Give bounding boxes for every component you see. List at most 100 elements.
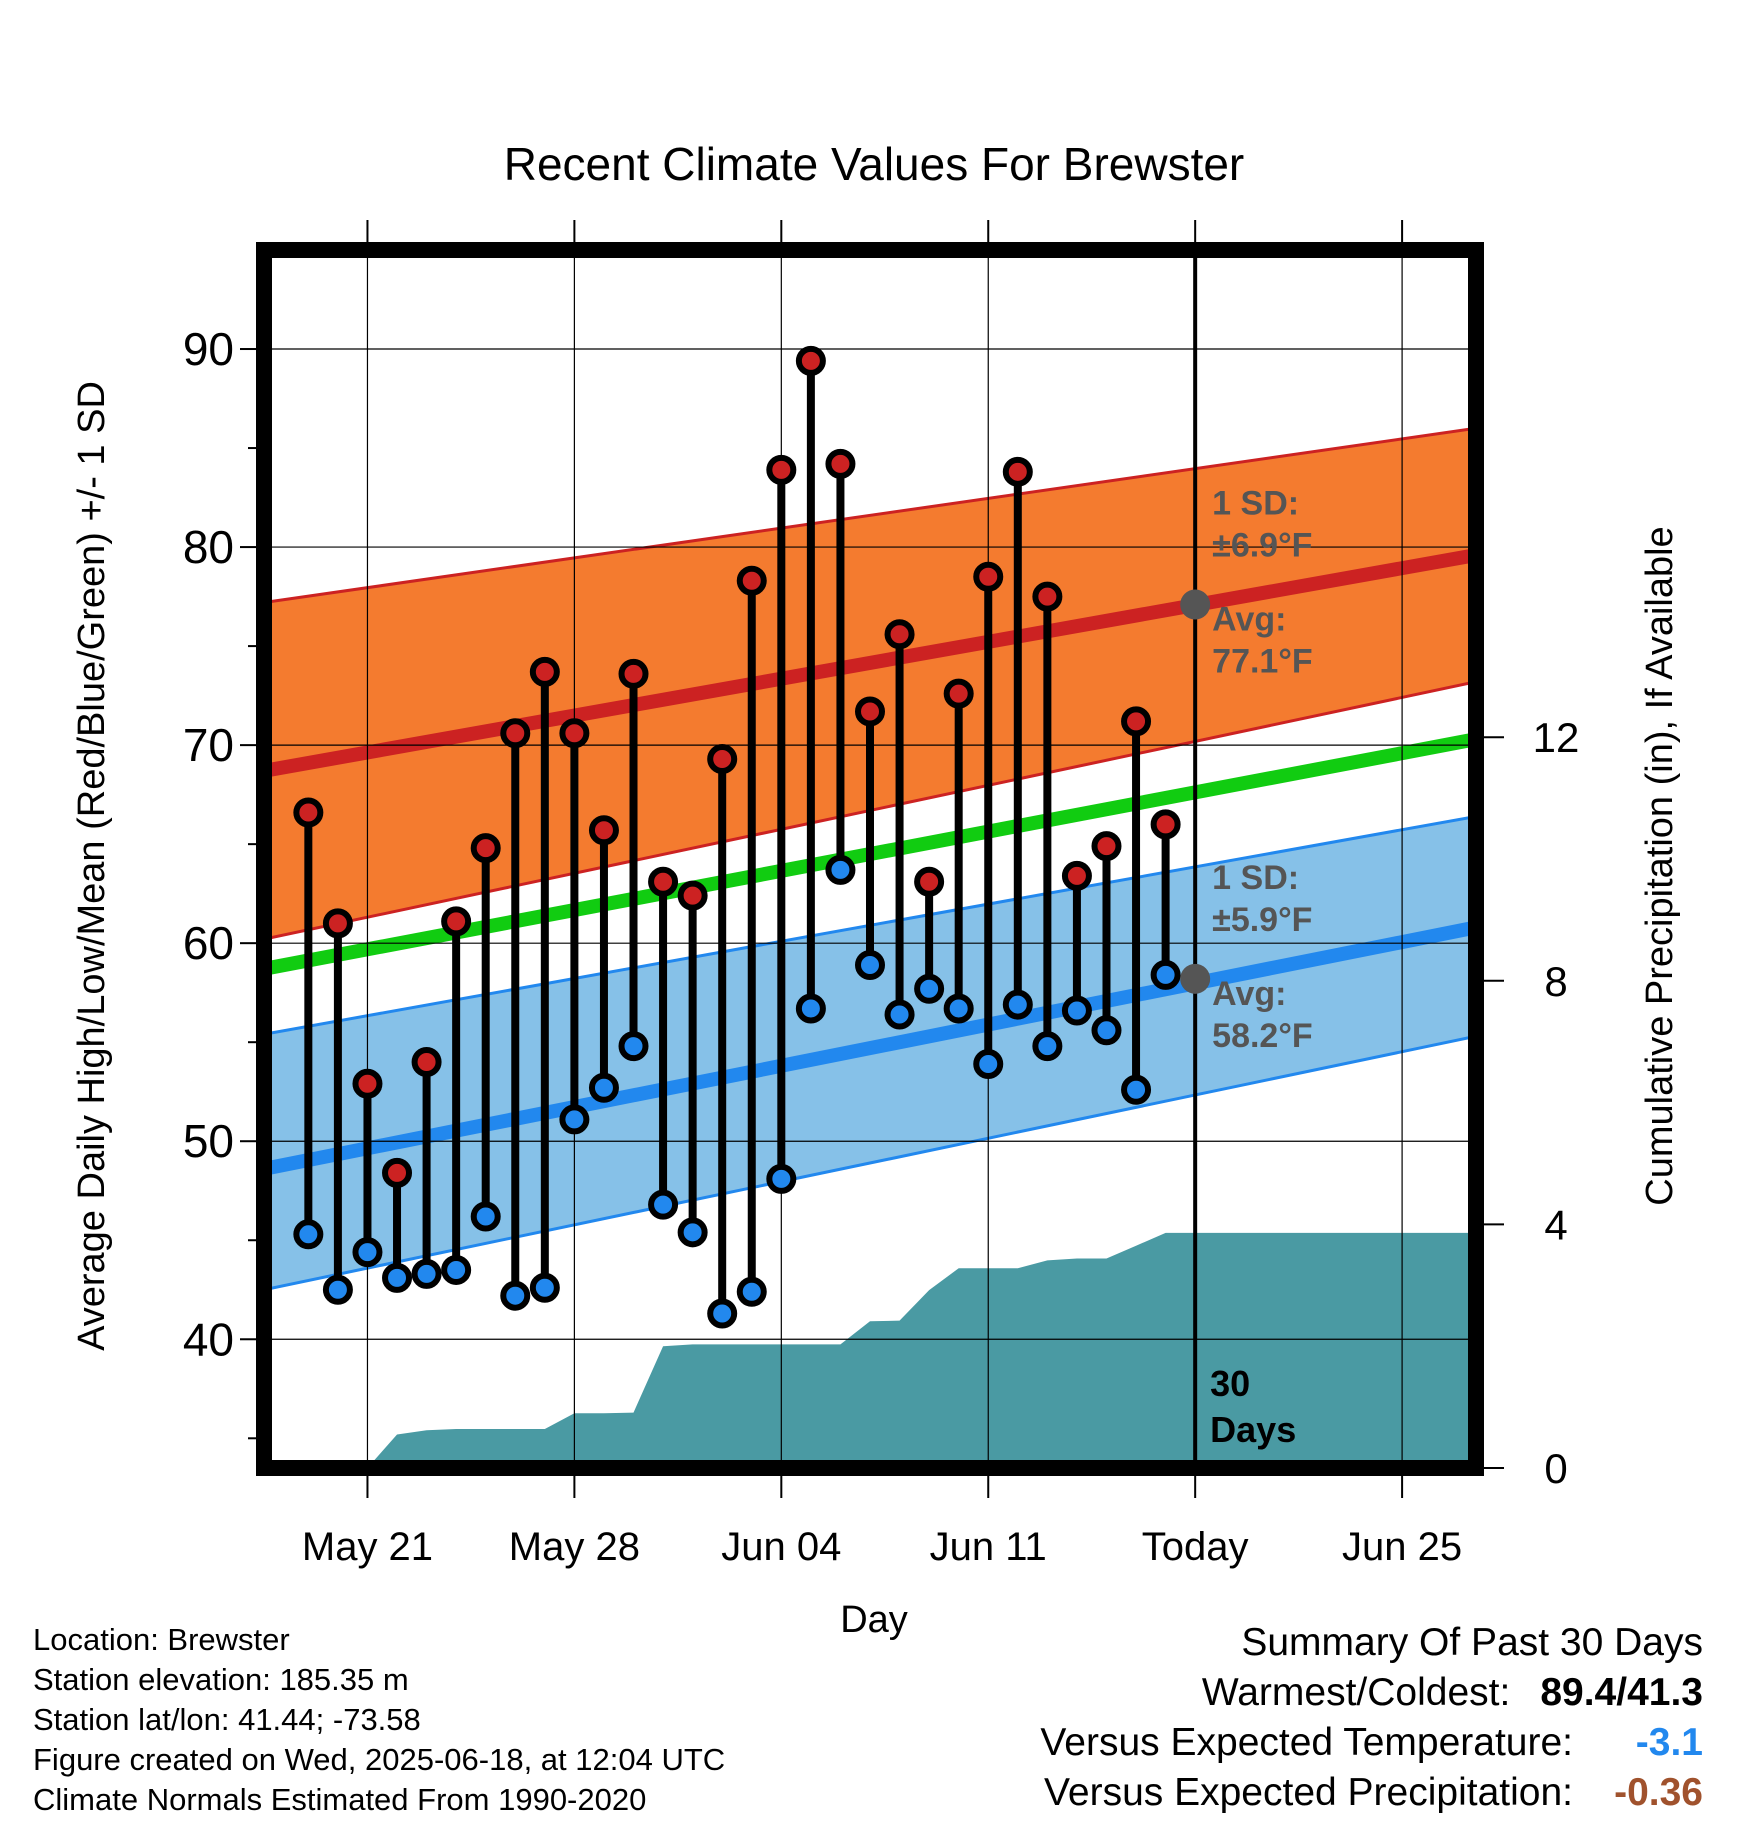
high-temp-point bbox=[766, 454, 797, 485]
precipitation-area bbox=[367, 1232, 1476, 1468]
high-sd-value: ±6.9°F bbox=[1212, 527, 1312, 565]
y-tick-label: 40 bbox=[183, 1313, 234, 1365]
summary-panel: Summary Of Past 30 Days Warmest/Coldest:… bbox=[1040, 1618, 1703, 1818]
summary-precip: Versus Expected Precipitation: -0.36 bbox=[1040, 1768, 1703, 1818]
low-sd-band-lower-edge bbox=[264, 1034, 1476, 1292]
low-temp-point bbox=[470, 1201, 501, 1232]
low-temp-point bbox=[588, 1072, 619, 1103]
low-avg-label: Avg: bbox=[1212, 975, 1286, 1013]
x-tick-label: Jun 04 bbox=[721, 1525, 841, 1569]
high-temp-point bbox=[1061, 860, 1092, 891]
low-temp-point bbox=[441, 1254, 472, 1285]
low-temp-point bbox=[1032, 1031, 1063, 1062]
summary-temp: Versus Expected Temperature: -3.1 bbox=[1040, 1718, 1703, 1768]
high-temp-point bbox=[559, 718, 590, 749]
high-temp-point bbox=[618, 658, 649, 689]
y2-tick-label: 8 bbox=[1544, 958, 1567, 1005]
warm-cold-value: 89.4/41.3 bbox=[1540, 1671, 1703, 1714]
high-sd-band-upper-edge bbox=[264, 426, 1476, 605]
low-temp-point bbox=[795, 993, 826, 1024]
y2-tick-label: 4 bbox=[1544, 1201, 1567, 1248]
high-avg-label: Avg: bbox=[1212, 601, 1286, 639]
summary-warm-cold: Warmest/Coldest: 89.4/41.3 bbox=[1040, 1668, 1703, 1718]
low-temp-point bbox=[973, 1048, 1004, 1079]
station-info: Location: Brewster Station elevation: 18… bbox=[33, 1620, 725, 1820]
high-temp-point bbox=[648, 866, 679, 897]
days-label-word: Days bbox=[1210, 1409, 1296, 1450]
summary-heading: Summary Of Past 30 Days bbox=[1241, 1621, 1703, 1664]
plot-frame bbox=[256, 242, 1484, 1476]
low-temp-point bbox=[825, 854, 856, 885]
plot-area: 1 SD: ±6.9°F Avg: 77.1°F 1 SD: ±5.9°F Avg: 58.2… bbox=[183, 220, 1580, 1569]
x-tick-label: Jun 11 bbox=[930, 1525, 1047, 1569]
low-temp-point bbox=[707, 1298, 738, 1329]
high-sd-band bbox=[264, 428, 1476, 940]
low-temp-point bbox=[943, 993, 974, 1024]
high-temp-point bbox=[588, 815, 619, 846]
high-temp-point bbox=[1002, 456, 1033, 487]
temp-label: Versus Expected Temperature: bbox=[1040, 1721, 1573, 1764]
low-temp-point bbox=[618, 1031, 649, 1062]
chart-title: Recent Climate Values For Brewster bbox=[504, 138, 1245, 190]
today-high-avg-marker bbox=[1180, 589, 1211, 620]
x-tick-label: May 28 bbox=[509, 1525, 640, 1569]
x-tick-label: Jun 25 bbox=[1342, 1525, 1462, 1569]
low-temp-point bbox=[1150, 959, 1181, 990]
days-label-number: 30 bbox=[1210, 1363, 1250, 1404]
high-temp-point bbox=[973, 561, 1004, 592]
high-temp-point bbox=[884, 619, 915, 650]
high-temp-point bbox=[825, 448, 856, 479]
high-temp-point bbox=[441, 906, 472, 937]
high-avg-line bbox=[264, 548, 1476, 778]
high-temp-point bbox=[1121, 706, 1152, 737]
high-temp-point bbox=[1032, 581, 1063, 612]
info-normals: Climate Normals Estimated From 1990-2020 bbox=[33, 1782, 647, 1817]
x-tick-label: May 21 bbox=[302, 1525, 433, 1569]
precip-label: Versus Expected Precipitation: bbox=[1044, 1771, 1573, 1814]
y-tick-label: 90 bbox=[183, 323, 234, 375]
high-temp-point bbox=[411, 1047, 442, 1077]
low-temp-point bbox=[884, 999, 915, 1030]
low-temp-point bbox=[382, 1262, 413, 1293]
low-temp-point bbox=[352, 1237, 383, 1268]
low-temp-point bbox=[293, 1219, 324, 1250]
low-temp-point bbox=[322, 1274, 353, 1305]
low-temp-point bbox=[500, 1280, 531, 1311]
low-avg-value: 58.2°F bbox=[1212, 1017, 1313, 1055]
info-elevation: Station elevation: 185.35 m bbox=[33, 1662, 409, 1697]
precip-value: -0.36 bbox=[1614, 1771, 1703, 1814]
low-temp-point bbox=[766, 1163, 797, 1194]
y2-tick-label: 0 bbox=[1544, 1445, 1567, 1492]
high-temp-point bbox=[470, 833, 501, 864]
high-temp-point bbox=[529, 656, 560, 687]
low-sd-label: 1 SD: bbox=[1212, 859, 1299, 897]
low-avg-line bbox=[264, 920, 1476, 1176]
info-location: Location: Brewster bbox=[33, 1622, 290, 1657]
low-temp-point bbox=[855, 949, 885, 980]
high-temp-point bbox=[293, 797, 324, 828]
info-created: Figure created on Wed, 2025-06-18, at 12… bbox=[33, 1742, 726, 1777]
x-tick-label: Today bbox=[1142, 1525, 1249, 1569]
temp-value: -3.1 bbox=[1635, 1721, 1703, 1764]
warm-cold-label: Warmest/Coldest: bbox=[1201, 1671, 1511, 1714]
y2-tick-label: 12 bbox=[1533, 714, 1580, 761]
high-temp-point bbox=[1150, 809, 1181, 840]
y-tick-label: 70 bbox=[183, 719, 234, 771]
high-temp-point bbox=[707, 743, 738, 774]
plot-inner: 1 SD: ±6.9°F Avg: 77.1°F 1 SD: ±5.9°F Avg: 58.2… bbox=[264, 250, 1476, 1468]
low-temp-point bbox=[736, 1276, 767, 1307]
high-temp-point bbox=[736, 565, 767, 596]
low-temp-point bbox=[1091, 1015, 1122, 1046]
y2-axis-label: Cumulative Precipitation (in), If Availa… bbox=[1639, 526, 1681, 1205]
high-temp-point bbox=[1091, 831, 1122, 862]
low-temp-point bbox=[529, 1272, 560, 1303]
y-tick-label: 60 bbox=[183, 917, 234, 969]
low-temp-point bbox=[1002, 989, 1033, 1020]
low-sd-value: ±5.9°F bbox=[1212, 901, 1312, 939]
high-temp-point bbox=[914, 866, 945, 897]
high-temp-point bbox=[322, 908, 353, 939]
high-temp-point bbox=[943, 678, 974, 709]
high-sd-label: 1 SD: bbox=[1212, 485, 1299, 523]
low-temp-point bbox=[1061, 995, 1092, 1026]
